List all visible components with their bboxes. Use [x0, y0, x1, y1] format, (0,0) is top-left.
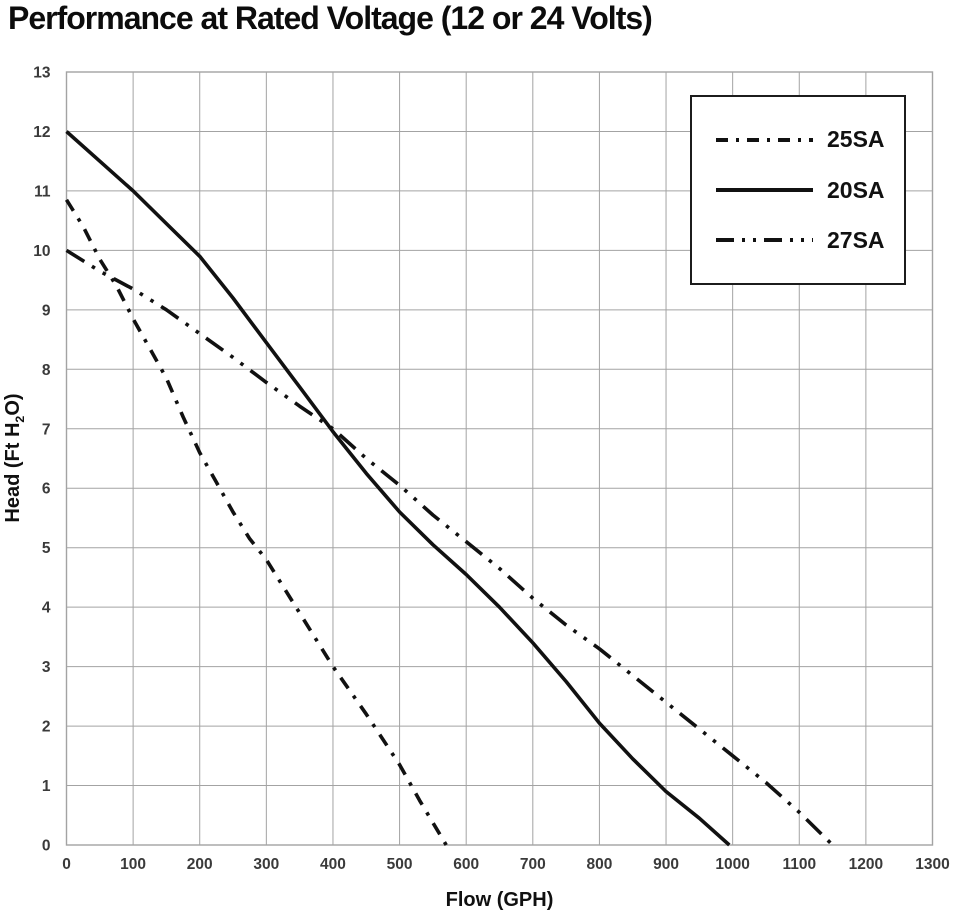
curve-27SA	[65, 248, 834, 847]
x-tick-label: 600	[453, 856, 479, 873]
y-tick-label: 9	[42, 302, 51, 319]
plot-border	[65, 71, 934, 846]
chart-title: Performance at Rated Voltage (12 or 24 V…	[8, 0, 653, 36]
curve-25SA	[64, 198, 448, 846]
x-tick-label: 1000	[715, 856, 749, 873]
y-tick-label: 3	[42, 659, 51, 676]
legend-item-27SA: 27SA	[716, 227, 904, 254]
x-tick-label: 1200	[849, 856, 883, 873]
y-tick-label: 5	[42, 540, 51, 557]
x-tick-label: 100	[120, 856, 146, 873]
legend-label-20SA: 20SA	[827, 176, 885, 203]
legend-line-sample-solid	[716, 188, 813, 192]
x-tick-label: 500	[387, 856, 413, 873]
curve-20SA	[65, 130, 731, 847]
y-tick-label: 1	[42, 778, 51, 795]
legend-item-25SA: 25SA	[716, 126, 904, 153]
legend-item-20SA: 20SA	[716, 177, 904, 204]
x-axis-title: Flow (GPH)	[445, 889, 554, 911]
y-tick-label: 0	[42, 838, 51, 855]
chart-legend: 25SA 20SA 27SA	[690, 95, 906, 285]
y-tick-label: 6	[42, 481, 51, 498]
legend-line-sample-dash-dot	[716, 137, 813, 142]
x-tick-label: 700	[520, 856, 546, 873]
x-tick-label: 300	[253, 856, 279, 873]
y-tick-label: 12	[33, 124, 50, 141]
x-tick-label: 0	[62, 856, 71, 873]
y-axis-title: Head (Ft H2O)	[2, 393, 27, 523]
x-tick-label: 900	[653, 856, 679, 873]
y-tick-label: 11	[34, 183, 51, 200]
x-tick-label: 200	[187, 856, 213, 873]
y-tick-label: 4	[42, 600, 51, 617]
y-tick-label: 13	[33, 65, 51, 82]
y-tick-label: 10	[33, 243, 50, 260]
x-tick-label: 800	[586, 856, 612, 873]
legend-label-27SA: 27SA	[827, 226, 885, 253]
y-tick-label: 2	[42, 719, 51, 736]
y-tick-label: 7	[42, 421, 51, 438]
legend-line-sample-dash-dot-dot	[716, 238, 813, 243]
legend-label-25SA: 25SA	[827, 126, 885, 153]
x-tick-label: 1300	[915, 856, 949, 873]
x-tick-label: 1100	[782, 856, 816, 873]
x-tick-label: 400	[320, 856, 346, 873]
y-tick-label: 8	[42, 362, 51, 379]
